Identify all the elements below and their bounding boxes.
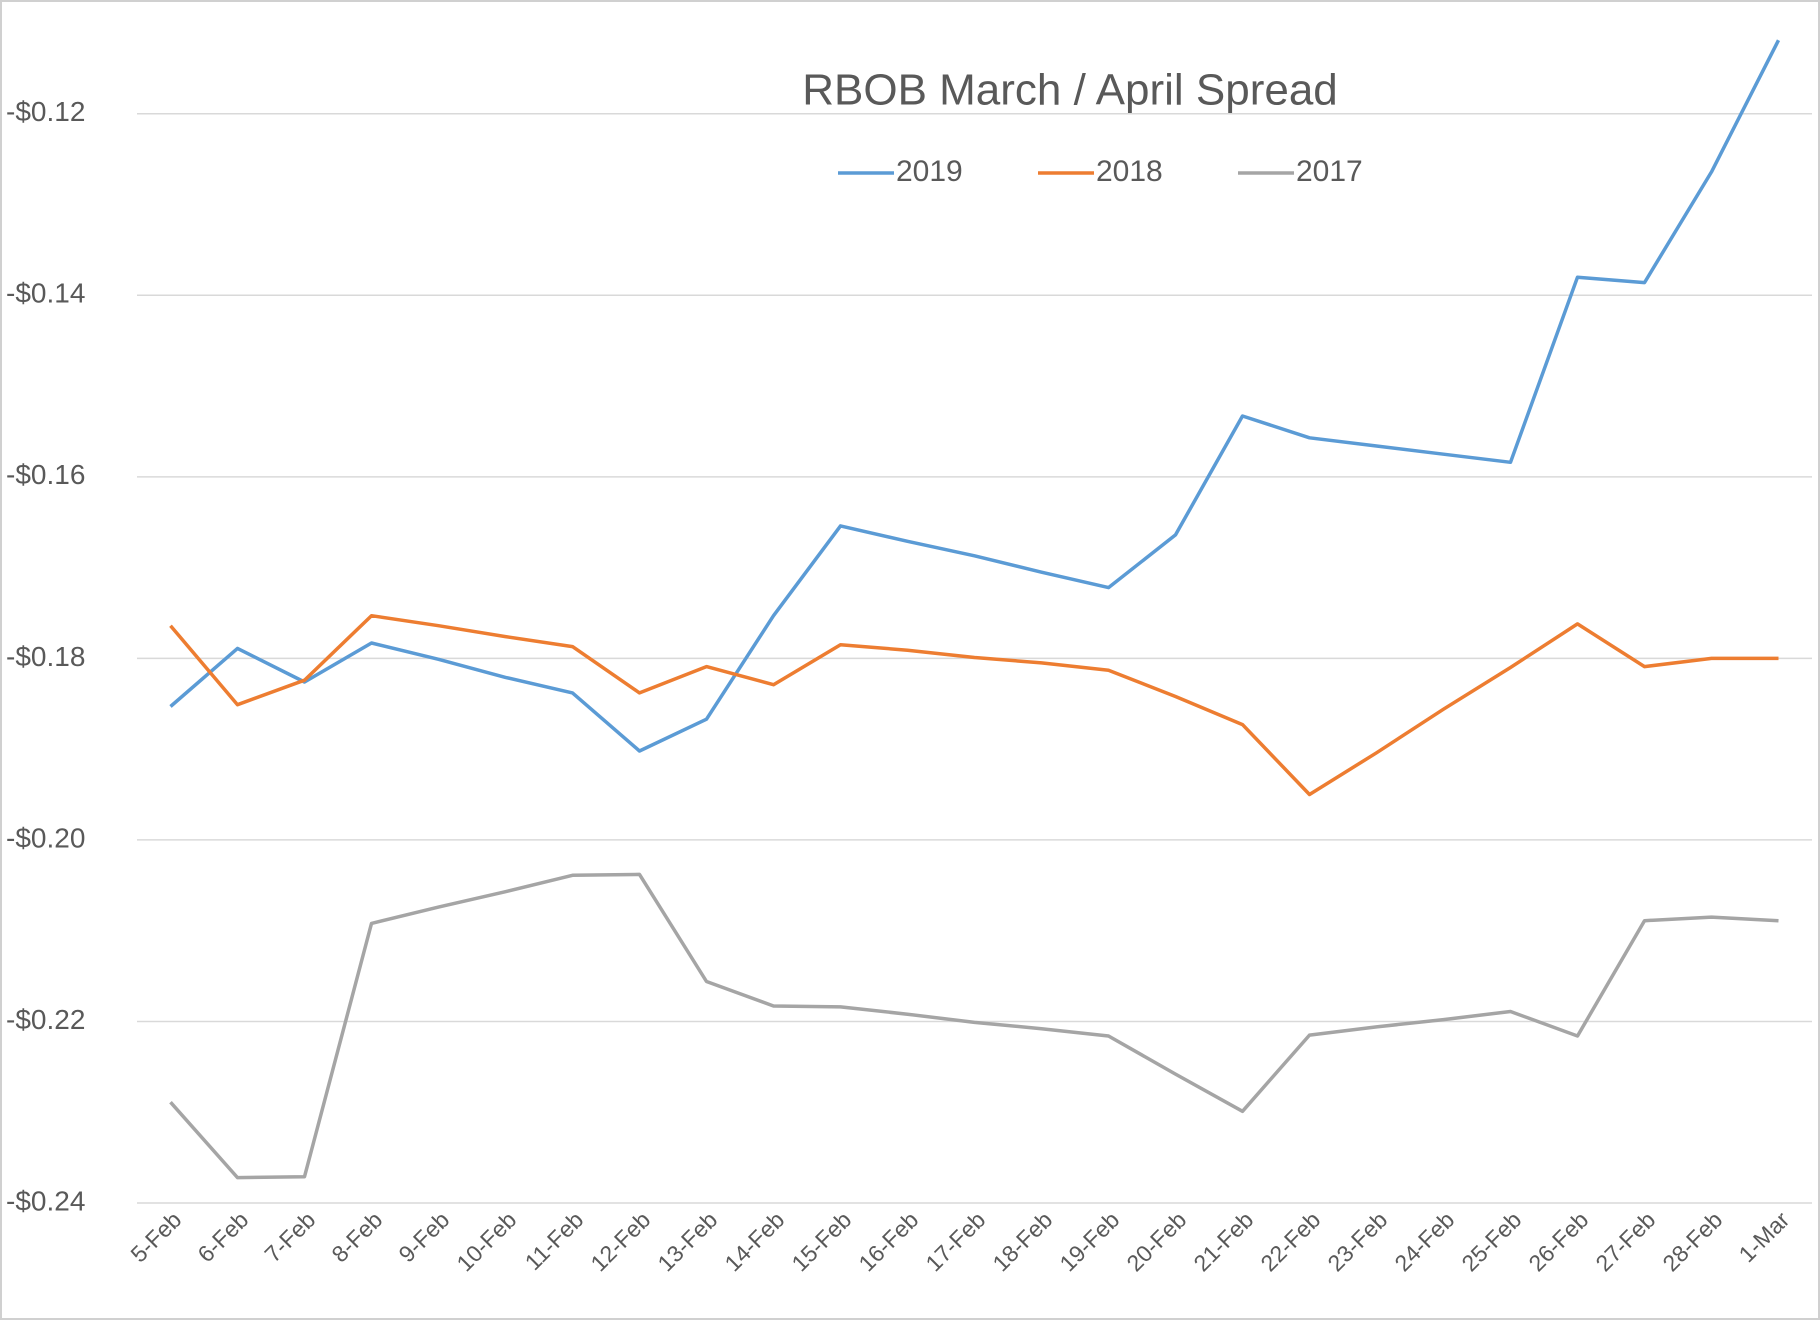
- y-tick-label: -$0.14: [6, 278, 85, 309]
- series-line: [169, 39, 1781, 753]
- legend-label: 2018: [1096, 155, 1163, 188]
- y-tick-label: -$0.18: [6, 641, 85, 672]
- series-line: [169, 613, 1779, 797]
- series-line: [169, 872, 1779, 1180]
- y-tick-label: -$0.16: [6, 459, 85, 490]
- y-tick-label: -$0.22: [6, 1004, 85, 1035]
- y-tick-label: -$0.20: [6, 822, 85, 853]
- legend-label: 2017: [1296, 155, 1363, 188]
- chart-title: RBOB March / April Spread: [802, 66, 1338, 115]
- y-tick-label: -$0.24: [6, 1185, 85, 1216]
- legend-label: 2019: [896, 155, 963, 188]
- y-tick-label: -$0.12: [6, 96, 85, 127]
